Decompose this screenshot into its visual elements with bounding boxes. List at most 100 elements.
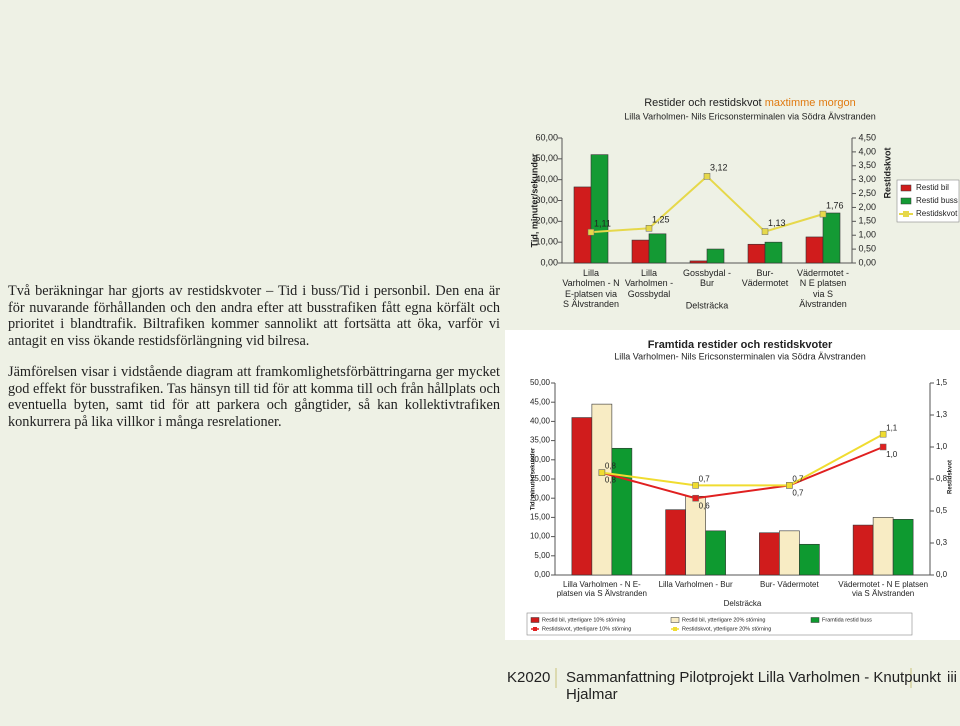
data-label: 1,0: [886, 450, 898, 459]
data-label: 1,13: [768, 218, 786, 228]
y2-tick-label: 0,8: [936, 474, 948, 483]
data-label: 0,6: [699, 501, 711, 510]
data-label: 0,8: [605, 462, 617, 471]
chart-title: Framtida restider och restidskvoter: [648, 339, 833, 351]
x-axis-title: Delsträcka: [724, 599, 762, 608]
y-tick-label: 20,00: [530, 493, 551, 502]
title-text: Framtida restider och restidskvoter: [648, 339, 833, 351]
x-tick-label: Bur- Vädermotet: [741, 268, 789, 289]
bar: [747, 243, 766, 264]
legend-label: Restidskvot, ytterligare 10% störning: [542, 626, 631, 632]
bar: [764, 241, 783, 264]
y-tick-label: 30,00: [530, 455, 551, 464]
bar: [573, 186, 592, 264]
y2-tick-label: 0,00: [858, 257, 876, 267]
x-tick-label: Lilla Varholmen - Bur: [658, 580, 733, 589]
legend-label: Restidskvot: [916, 209, 958, 218]
legend-label: Restid buss: [916, 196, 958, 205]
legend-swatch: [810, 617, 820, 623]
x-tick-label: Vädermotet - N E platsen via S Älvstrand…: [838, 580, 929, 599]
y-tick-label: 10,00: [530, 532, 551, 541]
y-tick-label: 40,00: [530, 417, 551, 426]
bar: [706, 248, 725, 264]
legend-swatch: [900, 184, 912, 192]
y-tick-label: 45,00: [530, 397, 551, 406]
y-tick-label: 25,00: [530, 474, 551, 483]
y-tick-label: 0,00: [540, 257, 558, 267]
y-tick-label: 60,00: [535, 132, 558, 142]
y-tick-label: 10,00: [535, 237, 558, 247]
line-marker: [587, 228, 595, 236]
y2-axis-title: Restidskvot: [948, 460, 954, 494]
y2-tick-label: 0,3: [936, 538, 948, 547]
y2-tick-label: 0,50: [858, 243, 876, 253]
x-tick-label: Lilla Varholmen - N E-platsen via S Älvs…: [556, 580, 648, 599]
y-axis-title: Tid, minuter/sekunder: [529, 153, 539, 247]
footer-code: K2020: [507, 669, 551, 686]
chart-subtitle: Lilla Varholmen- Nils Ericsonsterminalen…: [614, 351, 865, 361]
title-text: Restider och restidskvot: [644, 97, 761, 109]
line-marker: [692, 482, 699, 489]
bar: [665, 509, 686, 576]
line-marker: [761, 228, 769, 235]
bar: [705, 530, 726, 576]
y2-tick-label: 0,0: [936, 570, 948, 579]
footer-page: iii: [947, 669, 957, 686]
legend-swatch: [673, 627, 677, 631]
data-label: 3,12: [710, 163, 728, 173]
bar: [648, 233, 667, 264]
x-axis-title: Delsträcka: [686, 300, 729, 310]
legend-swatch: [903, 211, 909, 217]
x-tick-label: Gossbydal - Bur: [682, 268, 732, 289]
x-tick-label: Bur- Vädermotet: [760, 580, 819, 589]
footer-title: Sammanfattning Pilotprojekt Lilla Varhol…: [566, 669, 941, 703]
paragraph: Jämförelsen visar i vidstående diagram a…: [8, 364, 500, 430]
y2-tick-label: 2,00: [858, 202, 876, 212]
y2-tick-label: 2,50: [858, 188, 876, 198]
bar: [805, 236, 824, 264]
y2-tick-label: 4,00: [858, 146, 876, 156]
data-label: 1,76: [826, 200, 844, 210]
line: [601, 446, 884, 500]
x-tick-label: Lilla Varholmen - N E-platsen via S Älvs…: [562, 268, 620, 310]
data-label: 1,25: [652, 215, 670, 225]
line-marker: [598, 469, 606, 476]
y-tick-label: 0,00: [534, 570, 550, 579]
title-highlight: maxtimme morgon: [765, 97, 856, 109]
data-label: 1,1: [886, 423, 898, 432]
bar: [892, 519, 914, 576]
bar: [571, 417, 593, 576]
legend-label: Restidskvot, ytterligare 20% störning: [682, 626, 771, 632]
y2-axis-title: Restidskvot: [882, 147, 892, 198]
y2-tick-label: 3,00: [858, 174, 876, 184]
line-marker: [692, 494, 699, 502]
line: [590, 174, 824, 234]
bar: [689, 260, 708, 264]
y2-tick-label: 0,5: [936, 506, 948, 515]
x-tick-label: Lilla Varholmen - Gossbydal: [624, 268, 674, 299]
bar: [631, 239, 650, 264]
y-tick-label: 20,00: [535, 216, 558, 226]
y2-tick-label: 1,00: [858, 230, 876, 240]
line-marker: [786, 482, 793, 489]
legend-swatch: [670, 617, 680, 623]
y-tick-label: 30,00: [535, 195, 558, 205]
y-tick-label: 5,00: [534, 551, 550, 560]
y2-tick-label: 1,3: [936, 410, 948, 419]
legend-label: Restid bil, ytterligare 10% störning: [542, 617, 625, 623]
data-label: 0,7: [792, 489, 804, 498]
bar: [779, 530, 800, 576]
line: [601, 433, 884, 487]
data-label: 0,7: [699, 475, 711, 484]
line-marker: [879, 430, 887, 438]
legend-swatch: [533, 627, 537, 631]
bar: [799, 543, 820, 576]
y2-tick-label: 1,5: [936, 378, 948, 387]
bar: [591, 403, 613, 576]
y-tick-label: 35,00: [530, 436, 551, 445]
y2-tick-label: 1,50: [858, 216, 876, 226]
chart-title: Restider och restidskvot maxtimme morgon: [644, 97, 856, 109]
y2-tick-label: 1,0: [936, 442, 948, 451]
